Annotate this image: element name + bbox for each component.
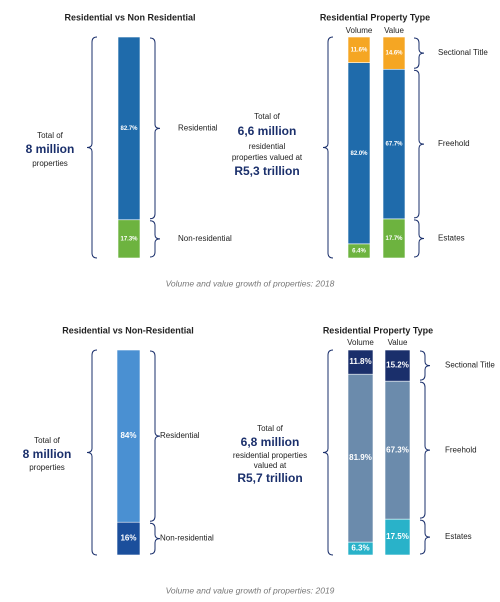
- annotation: residential: [249, 142, 286, 151]
- brace: [419, 519, 431, 555]
- value-label: 82.0%: [350, 151, 368, 157]
- legend-label: Freehold: [438, 139, 470, 148]
- legend-label: Freehold: [445, 445, 477, 454]
- legend-label: Non-residential: [160, 534, 214, 543]
- value-label: 14.6%: [385, 51, 403, 57]
- value-label: 84%: [120, 431, 136, 440]
- brace: [322, 349, 334, 556]
- brace: [322, 36, 334, 259]
- annotation: valued at: [254, 461, 287, 470]
- bar-segment: [384, 349, 411, 382]
- value-label: 82.7%: [120, 126, 138, 132]
- chart-title: Residential vs Non-Residential: [62, 325, 194, 335]
- brace: [413, 69, 425, 219]
- brace: [86, 36, 98, 259]
- annotation: 6,8 million: [241, 435, 300, 449]
- legend-label: Estates: [438, 234, 465, 243]
- annotation: R5,7 trillion: [237, 471, 302, 485]
- bar-segment: [347, 373, 374, 543]
- bar-segment: [384, 518, 411, 556]
- bar-segment: [116, 349, 141, 523]
- annotation: properties: [32, 159, 68, 168]
- legend-label: Non-residential: [178, 234, 232, 243]
- legend-label: Estates: [445, 532, 472, 541]
- bar-segment: [347, 36, 371, 63]
- category-label: Volume: [347, 338, 374, 347]
- annotation: properties valued at: [232, 153, 303, 162]
- value-label: 17.5%: [386, 532, 409, 541]
- brace: [149, 522, 161, 555]
- annotation: 6,6 million: [238, 124, 297, 138]
- annotation: Total of: [34, 436, 61, 445]
- brace: [149, 37, 161, 220]
- bar-segment: [117, 36, 141, 221]
- annotation: residential properties: [233, 451, 307, 460]
- legend-label: Sectional Title: [445, 361, 495, 370]
- brace: [413, 37, 425, 69]
- category-label: Value: [388, 338, 408, 347]
- annotation: Total of: [254, 112, 281, 121]
- legend-label: Residential: [178, 123, 218, 132]
- chart-title: Residential Property Type: [323, 325, 433, 335]
- annotation: Total of: [257, 424, 284, 433]
- annotation: Total of: [37, 131, 64, 140]
- category-label: Volume: [346, 26, 373, 35]
- value-label: 81.9%: [349, 453, 372, 462]
- annotation: 8 million: [26, 142, 75, 156]
- value-label: 16%: [120, 534, 136, 543]
- brace: [413, 219, 425, 258]
- value-label: 17.7%: [385, 236, 403, 242]
- legend-label: Residential: [160, 431, 200, 440]
- legend-label: Sectional Title: [438, 48, 488, 57]
- chart-title: Residential vs Non Residential: [64, 12, 195, 22]
- annotation: properties: [29, 463, 65, 472]
- brace: [419, 350, 431, 381]
- brace: [86, 349, 98, 556]
- brace: [419, 381, 431, 519]
- value-label: 15.2%: [386, 361, 409, 370]
- value-label: 6.3%: [351, 544, 369, 553]
- value-label: 11.8%: [349, 357, 371, 366]
- annotation: R5,3 trillion: [234, 164, 299, 178]
- value-label: 67.3%: [386, 445, 409, 454]
- annotation: 8 million: [23, 447, 72, 461]
- value-label: 67.7%: [385, 142, 403, 148]
- brace: [149, 350, 161, 522]
- caption: Volume and value growth of properties: 2…: [166, 585, 335, 595]
- caption: Volume and value growth of properties: 2…: [166, 278, 335, 288]
- bar-segment: [382, 36, 406, 70]
- value-label: 6.4%: [352, 249, 366, 255]
- bar-segment: [384, 380, 411, 520]
- chart-title: Residential Property Type: [320, 12, 430, 22]
- brace: [149, 220, 161, 258]
- value-label: 17.3%: [120, 236, 138, 242]
- category-label: Value: [384, 26, 404, 35]
- value-label: 11.6%: [351, 47, 368, 53]
- bar-segment: [347, 349, 374, 375]
